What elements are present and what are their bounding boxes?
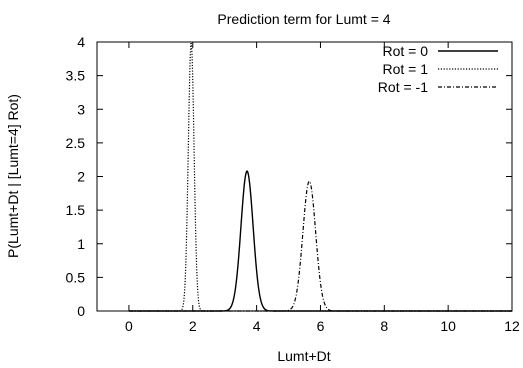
y-tick-label: 3 [77,101,85,117]
x-tick-label: 4 [253,318,261,334]
chart-title: Prediction term for Lumt = 4 [217,11,390,27]
legend-label: Rot = -1 [378,79,428,95]
y-tick-label: 1 [77,236,85,252]
x-tick-label: 10 [440,318,456,334]
legend: Rot = 0 Rot = 1 Rot = -1 [378,43,498,95]
x-tick-label: 2 [189,318,197,334]
legend-label: Rot = 0 [382,43,428,59]
y-tick-label: 3.5 [66,68,86,84]
y-tick-label: 0 [77,303,85,319]
y-axis-label: P(Lumt+Dt | [Lumt=4] Rot) [5,94,21,258]
series-line-2 [128,180,512,312]
series-line-0 [128,170,512,312]
series-group [128,43,512,312]
x-tick-label: 12 [504,318,520,334]
y-tick-label: 0.5 [66,269,86,285]
x-axis-label: Lumt+Dt [277,348,330,364]
y-tick-label: 1.5 [66,202,86,218]
x-tick-label: 0 [125,318,133,334]
legend-label: Rot = 1 [382,61,428,77]
y-tick-label: 2 [77,169,85,185]
plot-frame [96,41,513,312]
x-tick-label: 6 [317,318,325,334]
series-line-1 [128,43,512,312]
axis-ticks: 0 2 4 6 8 10 12 0 0.5 1 1.5 2 2.5 3 3.5 4 [66,34,520,334]
y-tick-label: 2.5 [66,135,86,151]
y-tick-label: 4 [77,34,85,50]
x-tick-label: 8 [380,318,388,334]
